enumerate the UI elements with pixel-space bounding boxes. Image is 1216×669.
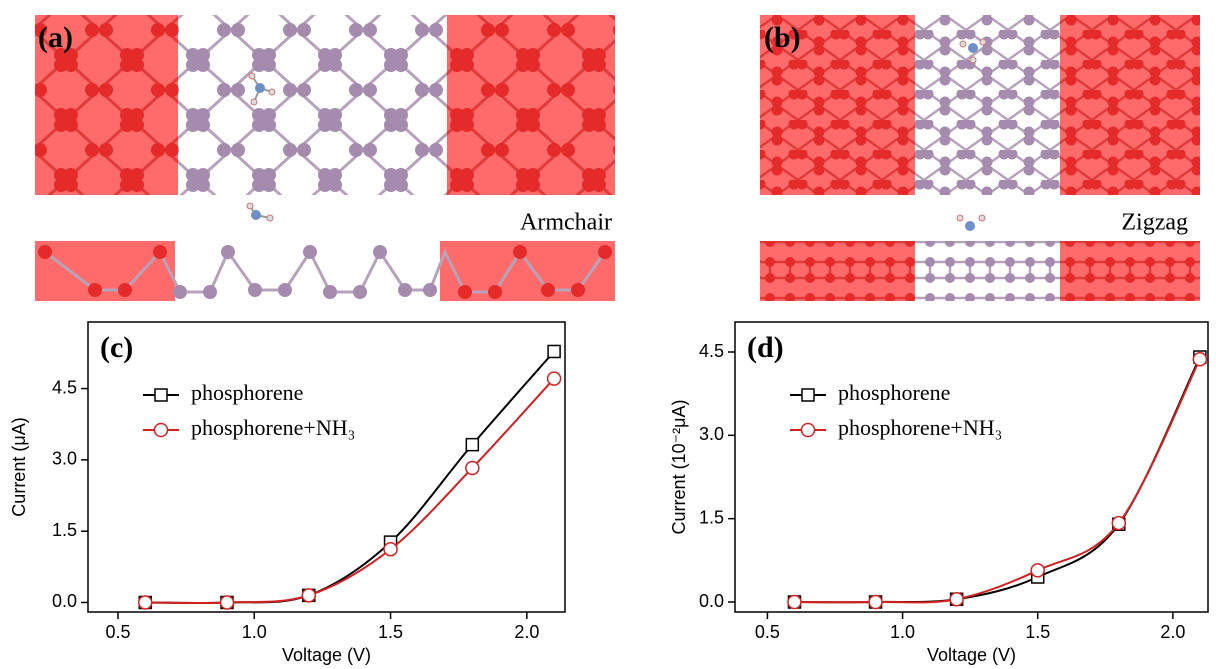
marker bbox=[1193, 353, 1206, 366]
x-tick-label: 1.0 bbox=[242, 622, 267, 642]
panel-label: (d) bbox=[747, 331, 784, 364]
legend-label: phosphorene bbox=[838, 380, 950, 405]
y-tick-label: 4.5 bbox=[699, 341, 724, 361]
x-axis-title: Voltage (V) bbox=[282, 645, 371, 665]
marker bbox=[302, 589, 315, 602]
legend-label: phosphorene+NH₃ bbox=[838, 415, 1002, 440]
marker bbox=[788, 596, 801, 609]
series-line bbox=[145, 379, 554, 603]
legend-marker bbox=[802, 389, 814, 401]
panel-label: (c) bbox=[100, 331, 133, 364]
marker bbox=[466, 461, 479, 474]
panel-caption: Armchair bbox=[520, 210, 612, 236]
marker bbox=[548, 372, 561, 385]
y-tick-label: 1.5 bbox=[52, 520, 77, 540]
legend-label: phosphorene bbox=[191, 380, 303, 405]
marker bbox=[548, 345, 560, 357]
marker bbox=[221, 596, 234, 609]
armchair-structure bbox=[35, 15, 615, 301]
y-axis-title: Current (μA) bbox=[9, 417, 29, 516]
figure: (a) Armchair (b) Zigzag 0.5 1.0 1.5 2.0 0.0 1… bbox=[0, 0, 1216, 669]
panel-label: (b) bbox=[764, 21, 801, 54]
panel-label: (a) bbox=[38, 21, 73, 54]
x-tick-label: 1.5 bbox=[1025, 622, 1050, 642]
y-tick-label: 0.0 bbox=[699, 591, 724, 611]
legend-marker bbox=[802, 424, 815, 437]
panel-caption: Zigzag bbox=[1121, 210, 1188, 236]
marker bbox=[384, 543, 397, 556]
x-tick-label: 2.0 bbox=[1160, 622, 1185, 642]
marker bbox=[950, 593, 963, 606]
x-axis-title: Voltage (V) bbox=[927, 645, 1016, 665]
legend-marker bbox=[155, 389, 167, 401]
plot-frame bbox=[735, 322, 1208, 612]
legend-marker bbox=[155, 424, 168, 437]
x-tick-label: 0.5 bbox=[755, 622, 780, 642]
y-tick-label: 3.0 bbox=[699, 424, 724, 444]
marker bbox=[1031, 564, 1044, 577]
x-tick-label: 1.5 bbox=[378, 622, 403, 642]
marker bbox=[139, 596, 152, 609]
y-tick-label: 4.5 bbox=[52, 377, 77, 397]
plot-frame bbox=[88, 322, 565, 612]
y-tick-label: 3.0 bbox=[52, 449, 77, 469]
marker bbox=[466, 439, 478, 451]
x-tick-label: 1.0 bbox=[890, 622, 915, 642]
y-axis-title: Current (10⁻²μA) bbox=[669, 400, 689, 535]
x-tick-label: 2.0 bbox=[514, 622, 539, 642]
marker bbox=[869, 596, 882, 609]
x-tick-label: 0.5 bbox=[105, 622, 130, 642]
legend-label: phosphorene+NH₃ bbox=[191, 415, 355, 440]
y-tick-label: 0.0 bbox=[52, 591, 77, 611]
y-tick-label: 1.5 bbox=[699, 507, 724, 527]
zigzag-structure bbox=[760, 15, 1200, 301]
marker bbox=[1112, 517, 1125, 530]
